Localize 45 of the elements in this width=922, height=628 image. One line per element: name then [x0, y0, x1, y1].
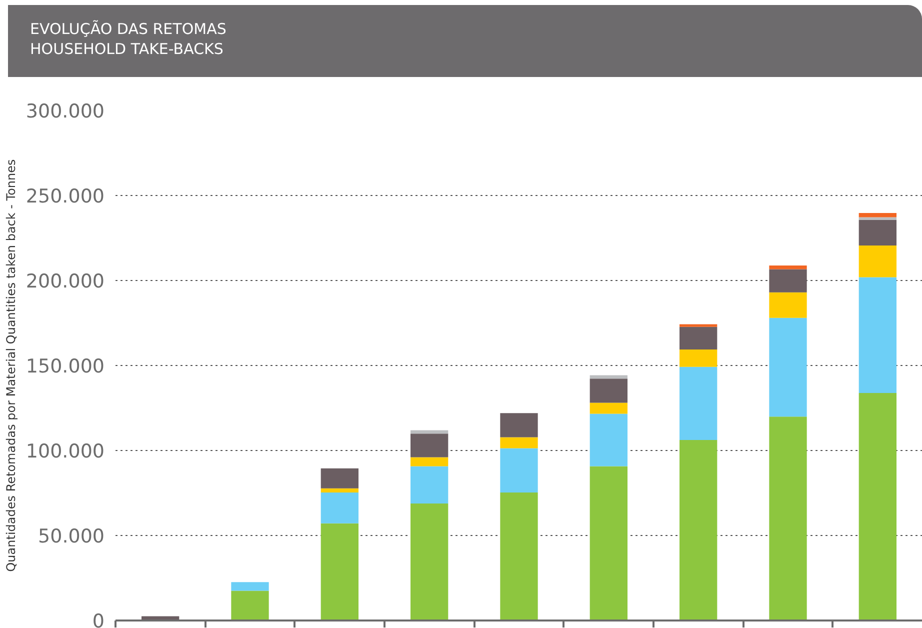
y-tick-label: 50.000: [38, 526, 105, 548]
bar: [500, 448, 538, 492]
bar: [858, 245, 896, 278]
y-tick-label: 150.000: [26, 356, 105, 378]
bar: [769, 266, 807, 270]
bar: [590, 375, 628, 379]
bar: [858, 393, 896, 620]
bar: [410, 457, 448, 466]
bar: [680, 350, 718, 367]
y-tick-label: 250.000: [26, 186, 105, 208]
bar: [410, 434, 448, 458]
chart-title: EVOLUÇÃO DAS RETOMAS: [30, 19, 226, 39]
y-axis-title: Quantidades Retomadas por Material Quantities taken back - Tonnes: [4, 159, 18, 572]
bar: [500, 413, 538, 438]
bar: [320, 468, 358, 488]
bar: [680, 324, 718, 327]
bar: [858, 277, 896, 394]
y-tick-label: 0: [92, 610, 105, 628]
bar: [500, 492, 538, 620]
bar: [231, 582, 269, 591]
bar: [590, 414, 628, 466]
y-tick-label: 300.000: [26, 100, 105, 122]
bar: [410, 504, 448, 620]
bar: [858, 213, 896, 218]
bar: [590, 378, 628, 403]
bar: [769, 269, 807, 292]
bar: [769, 292, 807, 318]
bar: [410, 466, 448, 504]
bar: [858, 220, 896, 246]
chart-subtitle: HOUSEHOLD TAKE-BACKS: [30, 39, 224, 59]
bar: [320, 492, 358, 524]
bar: [590, 402, 628, 414]
bar: [231, 590, 269, 620]
bar: [769, 416, 807, 620]
bar: [769, 318, 807, 417]
bar: [590, 466, 628, 620]
bar: [858, 217, 896, 220]
bar: [320, 488, 358, 492]
bar: [320, 523, 358, 620]
bar: [500, 437, 538, 448]
y-tick-label: 100.000: [26, 440, 105, 462]
bar: [680, 326, 718, 350]
bar: [680, 440, 718, 620]
bar: [680, 366, 718, 440]
y-tick-label: 200.000: [26, 270, 105, 292]
